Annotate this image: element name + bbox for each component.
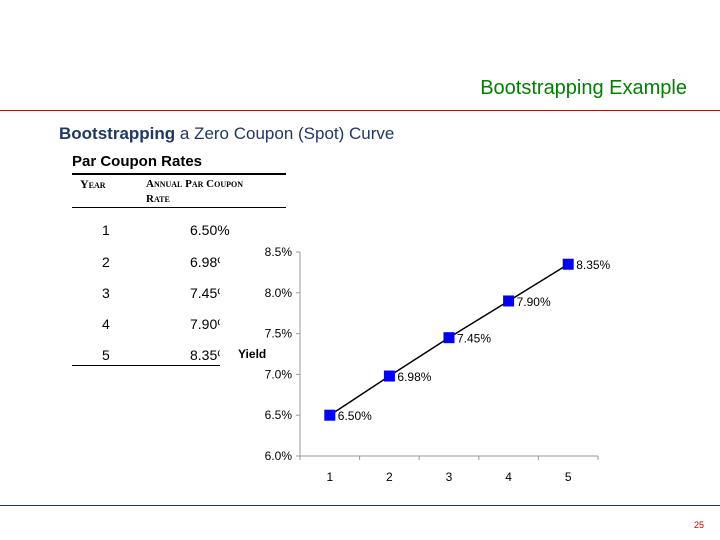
data-point-label: 6.98% (397, 370, 431, 384)
column-header-rate-line1: Annual Par Coupon (146, 178, 243, 190)
data-point-label: 6.50% (338, 409, 372, 423)
y-tick-label: 6.0% (265, 449, 293, 463)
y-tick-label: 7.0% (265, 367, 293, 381)
data-point-label: 7.90% (517, 295, 551, 309)
slide-subtitle: Bootstrapping a Zero Coupon (Spot) Curve (59, 124, 394, 144)
y-tick-label: 8.0% (265, 286, 293, 300)
table-cell-rate: 7.45% (190, 285, 230, 301)
subtitle-rest: a Zero Coupon (Spot) Curve (175, 124, 395, 143)
table-cell-rate: 8.35% (190, 347, 230, 363)
table-cell-rate: 6.98% (190, 254, 230, 270)
slide-title: Bootstrapping Example (480, 77, 687, 99)
y-axis-title: Yield (238, 347, 266, 361)
x-tick-label: 4 (505, 470, 512, 484)
table-cell-year: 2 (102, 254, 110, 270)
data-point-marker (324, 409, 336, 421)
data-point-marker (503, 295, 515, 307)
y-tick-label: 8.5% (265, 245, 293, 259)
table-cell-year: 1 (102, 222, 110, 238)
footer-divider (0, 505, 720, 506)
data-point-label: 8.35% (576, 258, 610, 272)
y-tick-label: 6.5% (265, 408, 293, 422)
data-point-marker (383, 370, 395, 382)
title-divider (0, 110, 720, 111)
data-point-marker (443, 332, 455, 344)
yield-chart: 6.0% 6.5% 7.0% 7.5% 8.0% 8.5% 1 2 3 4 5 Yield 6.50% 6… (238, 245, 611, 484)
chart-background (220, 238, 620, 488)
table-bottom-rule (72, 365, 286, 366)
table-cell-rate: 6.50% (190, 222, 230, 238)
table-cell-year: 4 (102, 316, 110, 332)
table-cell-rate: 7.90% (190, 316, 230, 332)
subtitle-bold: Bootstrapping (59, 124, 176, 143)
table-cell-year: 5 (102, 347, 110, 363)
data-point-marker (562, 258, 574, 270)
x-tick-label: 5 (565, 470, 572, 484)
x-tick-label: 1 (326, 470, 333, 484)
table-title: Par Coupon Rates (72, 153, 203, 170)
page-number: 25 (693, 520, 704, 530)
table-cell-year: 3 (102, 285, 110, 301)
y-tick-label: 7.5% (265, 327, 293, 341)
table-top-rule (72, 173, 286, 175)
column-header-year: Year (80, 177, 106, 191)
x-tick-label: 3 (446, 470, 453, 484)
column-header-rate-line2: Rate (146, 193, 170, 205)
table-header-rule (72, 207, 286, 208)
x-tick-label: 2 (386, 470, 393, 484)
data-point-label: 7.45% (457, 332, 491, 346)
column-header-rate: Annual Par Coupon Rate (146, 177, 291, 207)
